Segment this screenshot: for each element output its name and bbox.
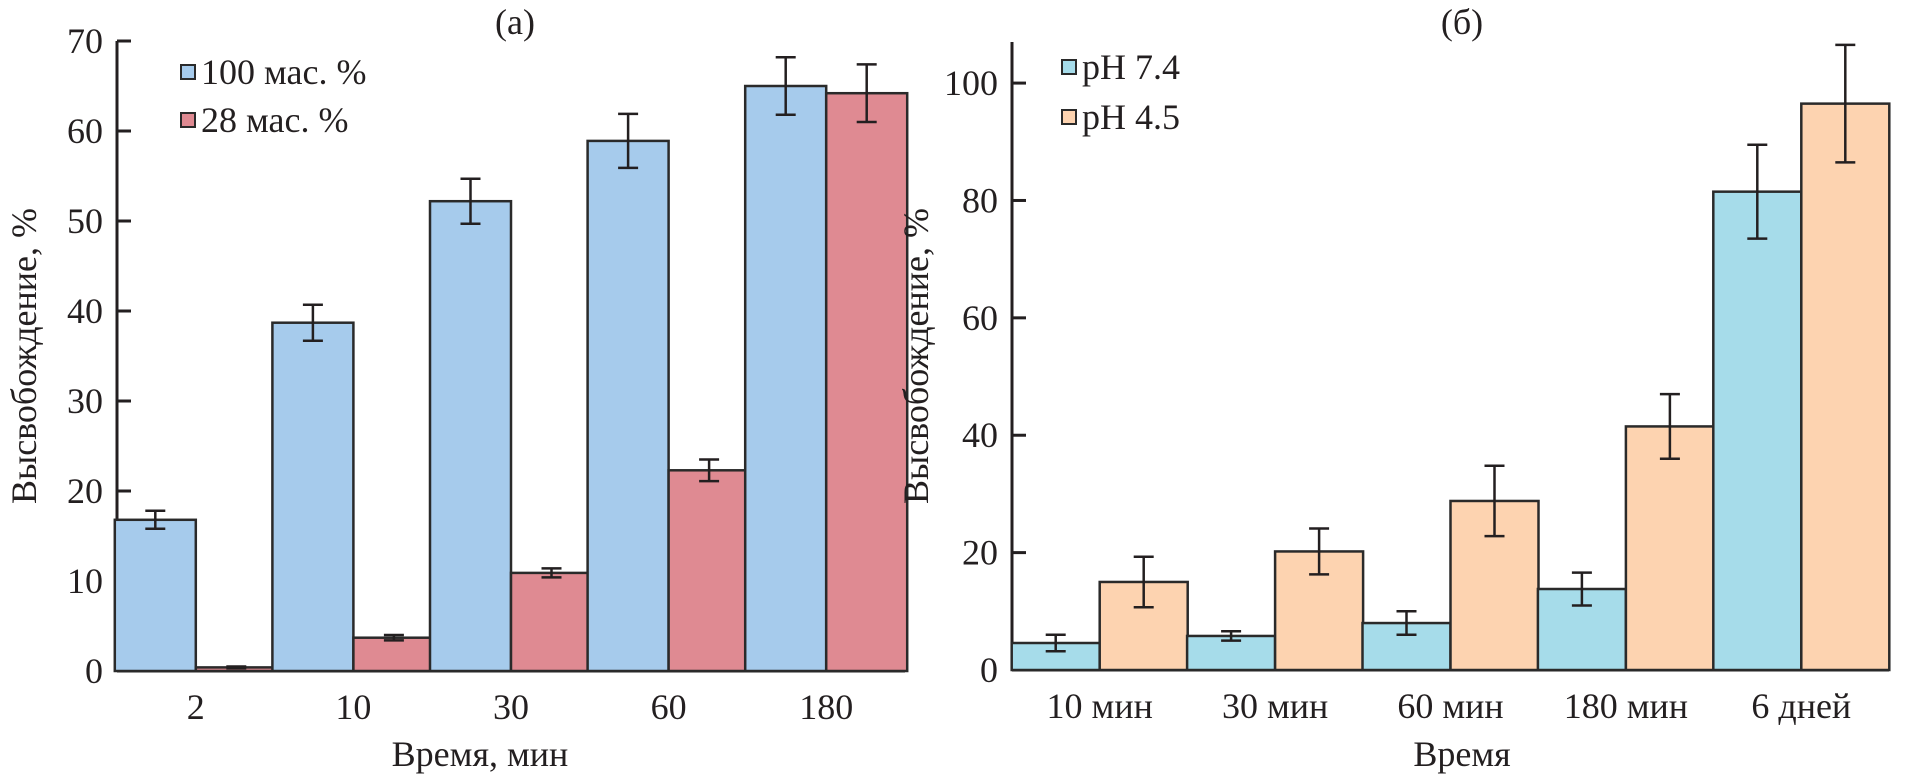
panel-b-y-axis-title: Высвобождение, % [896,208,936,504]
panel-a-legend-swatch [180,112,196,128]
panel-b-x-tick-label: 10 мин [1047,686,1153,726]
panel-a-legend-swatch [180,64,196,80]
panel-a-y-axis-title: Высвобождение, % [4,208,44,504]
panel-b-legend-swatch [1061,59,1077,75]
panel-a-legend-label: 28 мас. % [201,100,348,140]
panel-a-y-tick-label: 40 [67,291,103,331]
panel-a-y-tick-label: 10 [67,561,103,601]
panel-a-title: (a) [495,2,535,42]
panel-b-legend-label: pH 7.4 [1082,47,1180,87]
panel-a-bar [113,518,198,673]
panel-a-y-tick-label: 20 [67,471,103,511]
panel-b-y-tick-label: 0 [980,650,998,690]
panel-b-y-tick-label: 60 [962,298,998,338]
panel-a-bar [352,636,436,673]
panel-a-x-tick-label: 30 [493,687,529,727]
panel-a-bar [271,321,355,673]
panel-b-x-axis-title: Время [1413,734,1510,774]
panel-b-x-tick-label: 60 мин [1397,686,1503,726]
panel-a-x-tick-label: 10 [335,687,371,727]
panel-a-bar [586,139,670,673]
panel-b-y-tick-label: 40 [962,415,998,455]
panel-a-bar [743,84,828,673]
panel-a-bar [824,91,909,673]
panel-a-bar [509,571,594,673]
panel-a-x-axis-title: Время, мин [392,734,569,774]
panel-b-title: (б) [1441,2,1483,42]
panel-a-x-tick-label: 2 [187,687,205,727]
panel-a-bar [667,469,751,673]
panel-b-bar [1800,102,1891,672]
panel-a-x-tick-label: 180 [799,687,853,727]
panel-a-x-tick-label: 60 [651,687,687,727]
panel-a-y-tick-label: 0 [85,651,103,691]
panel-b-bar [1624,425,1716,672]
panel-b-x-tick-label: 30 мин [1222,686,1328,726]
panel-a-bar [428,199,513,673]
panel-b-y-tick-label: 80 [962,180,998,220]
panel-a-y-tick-label: 60 [67,111,103,151]
panel-a-y-tick-label: 30 [67,381,103,421]
panel-b-x-tick-label: 6 дней [1751,686,1851,726]
panel-a-y-tick-label: 70 [67,21,103,61]
panel-a-y-tick-label: 50 [67,201,103,241]
chart-panel-b: (б) Время Высвобождение, % 0 20 40 60 80 100 1… [896,2,1891,774]
panel-b-legend-swatch [1061,109,1077,125]
panel-b-y-tick-label: 20 [962,533,998,573]
panel-b-legend-label: pH 4.5 [1082,97,1180,137]
chart-panel-a: (a) Время, мин Высвобождение, % 0 10 20 30 4… [4,2,909,774]
panel-b-y-tick-label: 100 [944,63,998,103]
panel-b-x-tick-label: 180 мин [1564,686,1688,726]
panel-a-legend-label: 100 мас. % [201,52,366,92]
panel-b-bar [1712,190,1803,672]
